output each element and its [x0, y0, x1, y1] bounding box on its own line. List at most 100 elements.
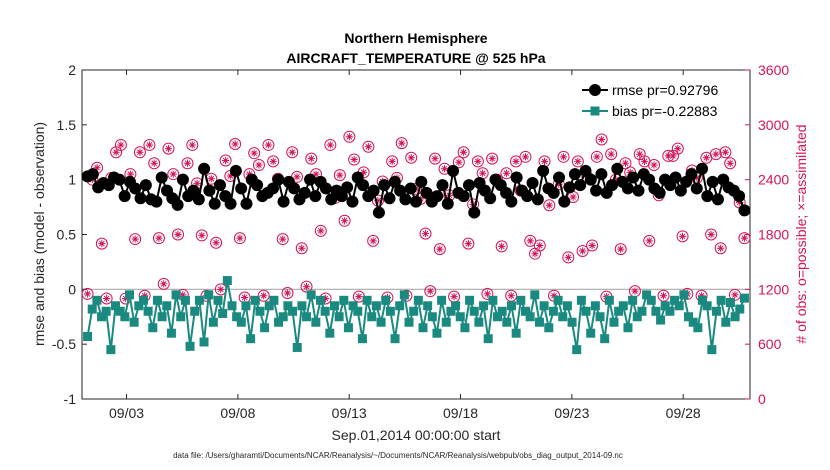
- rmse-point: [213, 179, 226, 192]
- bias-point: [711, 306, 721, 316]
- obs-assimilated-asterisk: [550, 292, 558, 300]
- obs-marker: [167, 168, 180, 181]
- obs-marker: [452, 156, 465, 169]
- obs-assimilated-asterisk: [288, 148, 296, 156]
- bias-point: [106, 345, 116, 355]
- obs-possible-circle: [576, 244, 589, 257]
- obs-marker: [162, 142, 175, 155]
- obs-assimilated-asterisk: [141, 292, 149, 300]
- obs-marker: [324, 138, 337, 151]
- y-tick-label-right: 3600: [758, 62, 789, 78]
- obs-marker: [657, 289, 670, 302]
- bias-point: [348, 301, 358, 311]
- bias-point: [618, 301, 628, 311]
- obs-possible-circle: [300, 280, 313, 293]
- y-tick-label-left: 1.5: [57, 117, 77, 133]
- obs-possible-circle: [305, 152, 318, 165]
- obs-possible-circle: [181, 157, 194, 170]
- bias-point: [232, 312, 242, 322]
- rmse-point: [203, 184, 216, 197]
- bias-point: [288, 306, 298, 316]
- obs-assimilated-asterisk: [260, 292, 268, 300]
- obs-possible-circle: [343, 130, 356, 143]
- obs-marker: [100, 292, 113, 305]
- obs-possible-circle: [210, 236, 223, 249]
- obs-assimilated-asterisk: [103, 294, 111, 303]
- obs-possible-circle: [643, 234, 656, 247]
- obs-assimilated-asterisk: [369, 237, 377, 245]
- bias-point: [423, 301, 433, 311]
- x-tick-label: 09/03: [109, 405, 144, 421]
- obs-possible-circle: [162, 142, 175, 155]
- legend: rmse pr=0.92796 bias pr=-0.22883: [578, 78, 746, 122]
- bias-point: [404, 317, 414, 327]
- obs-possible-circle: [257, 289, 270, 302]
- obs-assimilated-asterisk: [169, 170, 177, 178]
- obs-assimilated-asterisk: [298, 244, 306, 252]
- rmse-point: [606, 179, 619, 192]
- bias-point: [432, 328, 442, 338]
- bias-point: [572, 345, 582, 355]
- bias-point: [455, 312, 465, 322]
- obs-marker: [519, 150, 532, 163]
- bias-point: [646, 295, 656, 305]
- bias-point: [97, 312, 107, 322]
- obs-marker: [148, 157, 161, 170]
- rmse-point: [590, 184, 603, 197]
- obs-marker: [424, 285, 437, 298]
- bias-point: [283, 301, 293, 311]
- rmse-point: [309, 190, 322, 203]
- x-axis-label: Sep.01,2014 00:00:00 start: [332, 427, 501, 443]
- rmse-point: [235, 182, 248, 195]
- obs-possible-circle: [671, 142, 684, 155]
- bias-point: [325, 328, 335, 338]
- obs-marker: [133, 146, 146, 159]
- obs-assimilated-asterisk: [183, 159, 192, 167]
- obs-assimilated-asterisk: [279, 235, 287, 243]
- obs-assimilated-asterisk: [555, 180, 563, 188]
- obs-assimilated-asterisk: [407, 154, 415, 162]
- bias-point: [488, 295, 498, 305]
- bias-point: [534, 317, 544, 327]
- bias-point: [493, 312, 503, 322]
- y-tick-label-right: 0: [758, 391, 766, 407]
- obs-marker: [348, 153, 361, 166]
- obs-assimilated-asterisk: [83, 290, 92, 298]
- bias-point: [278, 312, 288, 322]
- obs-assimilated-asterisk: [574, 157, 582, 165]
- obs-possible-circle: [386, 155, 399, 168]
- obs-marker: [462, 237, 475, 250]
- bias-point: [157, 312, 167, 322]
- obs-marker: [210, 236, 223, 249]
- obs-assimilated-asterisk: [293, 173, 301, 181]
- rmse-point: [129, 182, 142, 195]
- obs-possible-circle: [362, 140, 375, 153]
- obs-assimilated-asterisk: [241, 293, 249, 302]
- obs-possible-circle: [419, 227, 432, 240]
- rmse-point: [272, 173, 285, 186]
- bias-point: [693, 323, 703, 333]
- rmse-point: [378, 179, 391, 192]
- rmse-point: [155, 171, 168, 184]
- obs-marker: [719, 146, 732, 159]
- rmse-point: [441, 197, 454, 210]
- rmse-point: [733, 190, 746, 203]
- obs-marker: [300, 280, 313, 293]
- obs-possible-circle: [405, 151, 418, 164]
- obs-marker: [95, 237, 108, 250]
- rmse-point: [462, 179, 475, 192]
- chart-subtitle: AIRCRAFT_TEMPERATURE @ 525 hPa: [286, 50, 545, 66]
- bias-point: [381, 295, 391, 305]
- obs-possible-circle: [333, 169, 346, 182]
- rmse-point: [579, 164, 592, 177]
- rmse-point: [531, 193, 544, 206]
- obs-assimilated-asterisk: [636, 150, 644, 158]
- bias-point: [684, 312, 694, 322]
- chart-title: Northern Hemisphere: [344, 30, 487, 46]
- bias-point: [600, 334, 610, 344]
- obs-marker: [738, 232, 751, 245]
- obs-marker: [595, 133, 608, 146]
- obs-marker: [333, 169, 346, 182]
- rmse-point: [526, 176, 539, 189]
- rmse-point: [415, 175, 428, 188]
